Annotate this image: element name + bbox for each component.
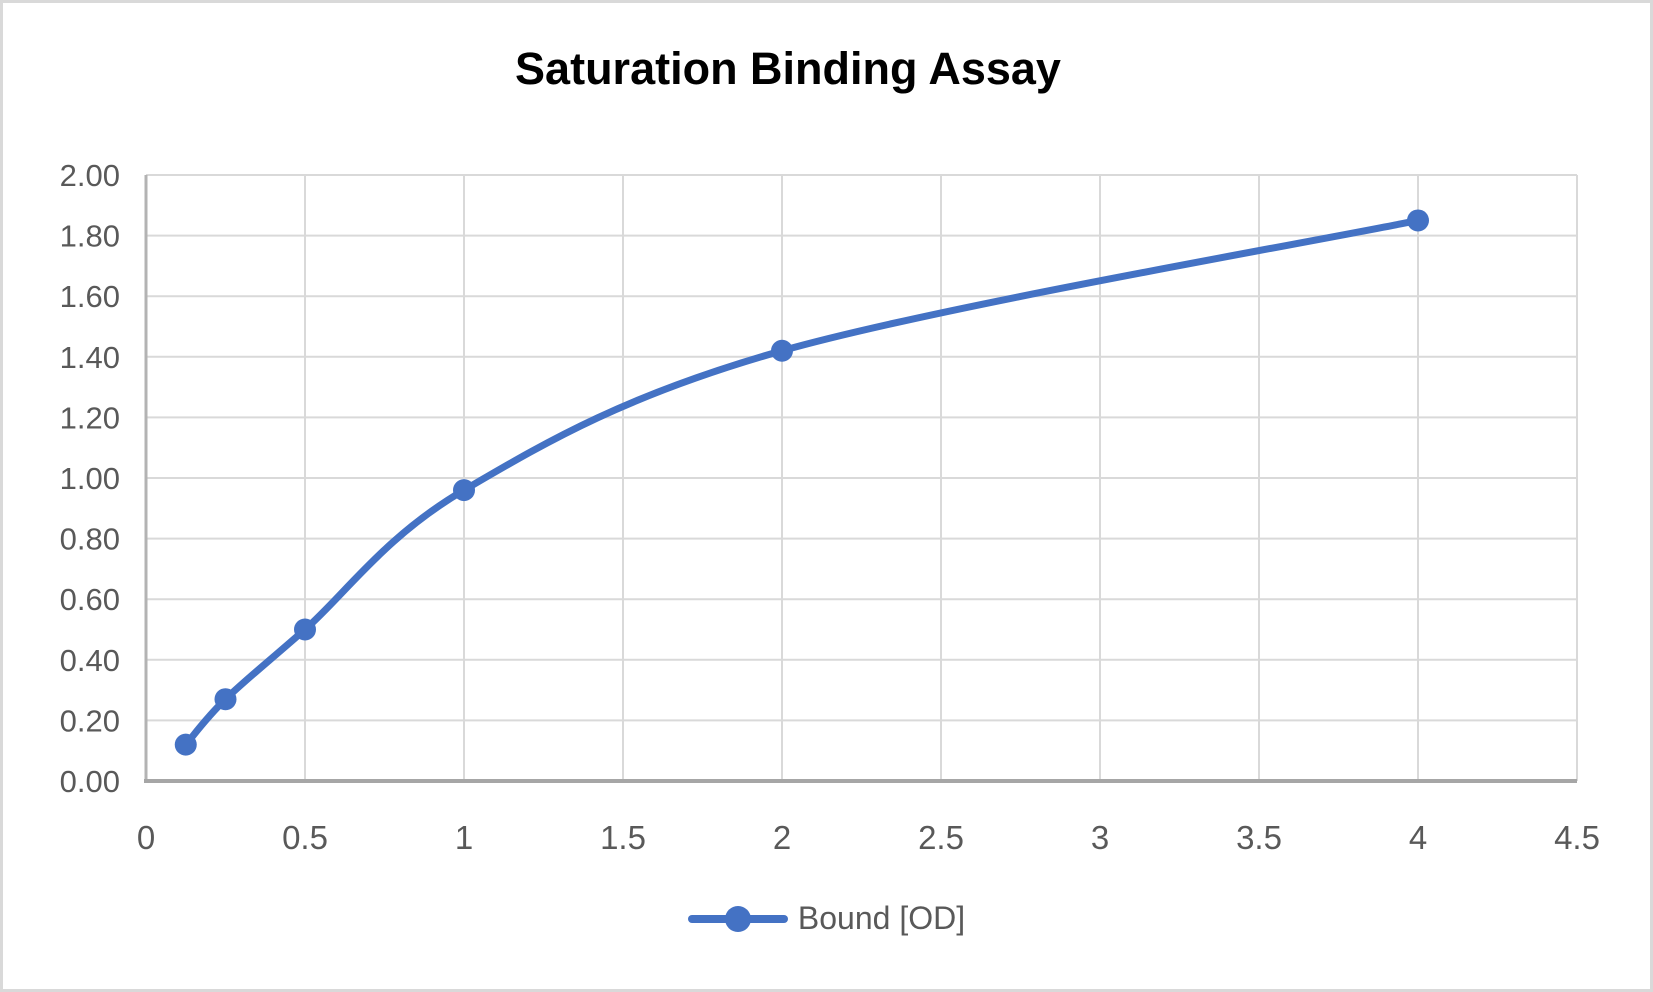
chart-title: Saturation Binding Assay bbox=[515, 43, 1061, 94]
legend-line-marker-icon bbox=[687, 905, 788, 932]
legend: Bound [OD] bbox=[3, 900, 1650, 937]
x-axis-tick-label: 4 bbox=[1409, 819, 1427, 856]
data-point-marker bbox=[174, 733, 197, 756]
x-axis-tick-label: 4.5 bbox=[1554, 819, 1600, 856]
y-axis-tick-label: 1.00 bbox=[60, 461, 120, 496]
x-axis-tick-label: 2.5 bbox=[918, 819, 964, 856]
legend-series-label: Bound [OD] bbox=[797, 900, 966, 936]
y-axis-tick-label: 1.40 bbox=[60, 340, 120, 375]
y-axis-tick-label: 0.40 bbox=[60, 643, 120, 678]
x-axis-tick-label: 0.5 bbox=[282, 819, 328, 856]
data-point-marker bbox=[771, 339, 793, 362]
x-axis-tick-label: 1.5 bbox=[600, 819, 646, 856]
data-point-marker bbox=[1407, 209, 1429, 232]
x-axis-tick-label: 3 bbox=[1091, 819, 1109, 856]
y-axis-tick-label: 0.00 bbox=[60, 764, 120, 799]
y-axis-tick-label: 0.60 bbox=[60, 582, 120, 617]
y-axis-tick-label: 0.80 bbox=[60, 522, 120, 557]
y-axis-tick-label: 0.20 bbox=[60, 703, 120, 738]
x-axis-tick-label: 3.5 bbox=[1236, 819, 1282, 856]
y-axis-tick-label: 1.60 bbox=[60, 279, 120, 314]
data-point-marker bbox=[294, 618, 316, 641]
y-axis-tick-label: 1.20 bbox=[60, 400, 120, 435]
x-axis-tick-label: 1 bbox=[455, 819, 473, 856]
data-point-marker bbox=[214, 688, 237, 711]
y-axis-tick-label: 1.80 bbox=[60, 219, 120, 254]
plot-area: 0.00 0.20 0.40 0.60 0.80 1.00 1.20 1.40 1.60 1.80… bbox=[60, 158, 1600, 856]
y-axis-tick-label: 2.00 bbox=[60, 158, 120, 193]
legend-marker-icon bbox=[724, 905, 751, 932]
x-axis-tick-label: 2 bbox=[773, 819, 791, 856]
x-axis-tick-label: 0 bbox=[137, 819, 155, 856]
data-point-marker bbox=[453, 479, 475, 502]
series-line bbox=[182, 216, 1422, 749]
